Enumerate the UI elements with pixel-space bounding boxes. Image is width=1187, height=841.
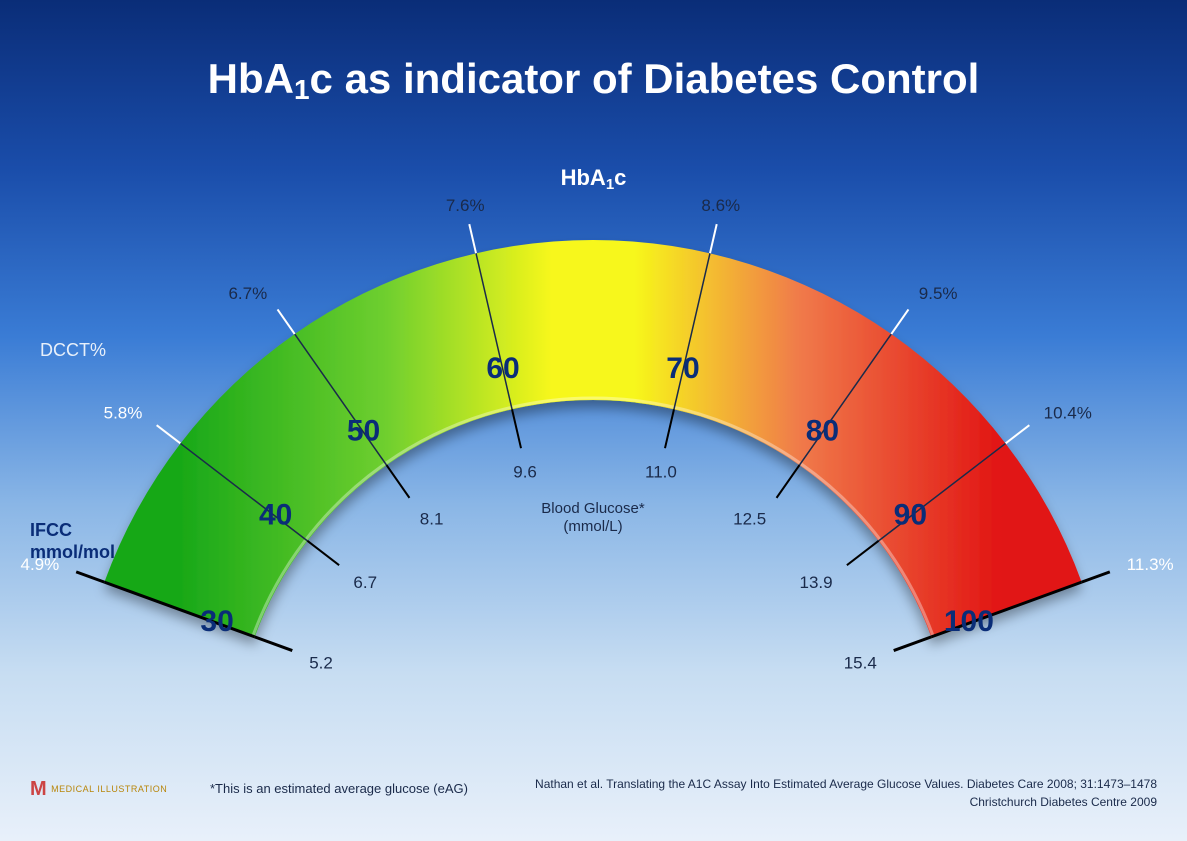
- gauge-tick: [157, 425, 181, 443]
- gauge-tick: [1082, 572, 1110, 582]
- gauge-chart: 4.9% 30 5.2 5.8% 40 6.7 6.7% 50 8.1 7.6% 60 9.6 8.6%…: [0, 0, 1187, 841]
- gauge-tick: [1006, 425, 1030, 443]
- dcct-value: 5.8%: [104, 404, 143, 423]
- glucose-value: 6.7: [353, 573, 377, 592]
- footnote: *This is an estimated average glucose (e…: [210, 781, 468, 796]
- glucose-value: 5.2: [309, 654, 333, 673]
- dcct-value: 7.6%: [446, 196, 485, 215]
- glucose-value: 15.4: [844, 654, 877, 673]
- dcct-value: 11.3%: [1127, 555, 1174, 574]
- glucose-value: 12.5: [733, 510, 766, 529]
- dcct-value: 8.6%: [701, 196, 740, 215]
- glucose-value: 13.9: [799, 573, 832, 592]
- gauge-tick: [278, 309, 295, 334]
- ifcc-value: 100: [944, 605, 994, 638]
- gauge-tick: [469, 224, 476, 253]
- gauge-tick: [891, 309, 908, 334]
- logo-icon: M: [30, 778, 47, 801]
- ifcc-value: 80: [806, 414, 839, 447]
- glucose-value: 11.0: [645, 463, 677, 482]
- gauge-tick: [710, 224, 717, 253]
- dcct-value: 6.7%: [228, 284, 267, 303]
- citation-line1: Nathan et al. Translating the A1C Assay …: [535, 777, 1157, 791]
- slide: HbA1c as indicator of Diabetes Control H…: [0, 0, 1187, 841]
- ifcc-value: 40: [259, 498, 292, 531]
- citation: Nathan et al. Translating the A1C Assay …: [535, 775, 1157, 811]
- glucose-value: 8.1: [420, 510, 444, 529]
- gauge-tick: [76, 572, 104, 582]
- ifcc-value: 60: [486, 352, 519, 385]
- logo: M MEDICAL ILLUSTRATION: [30, 778, 167, 801]
- dcct-value: 4.9%: [21, 555, 60, 574]
- dcct-value: 9.5%: [919, 284, 958, 303]
- glucose-value: 9.6: [513, 463, 537, 482]
- ifcc-value: 50: [347, 414, 380, 447]
- citation-line2: Christchurch Diabetes Centre 2009: [970, 795, 1157, 809]
- ifcc-value: 70: [666, 352, 699, 385]
- dcct-value: 10.4%: [1044, 404, 1092, 423]
- ifcc-value: 30: [200, 605, 233, 638]
- logo-text: MEDICAL ILLUSTRATION: [51, 784, 167, 794]
- ifcc-value: 90: [894, 498, 927, 531]
